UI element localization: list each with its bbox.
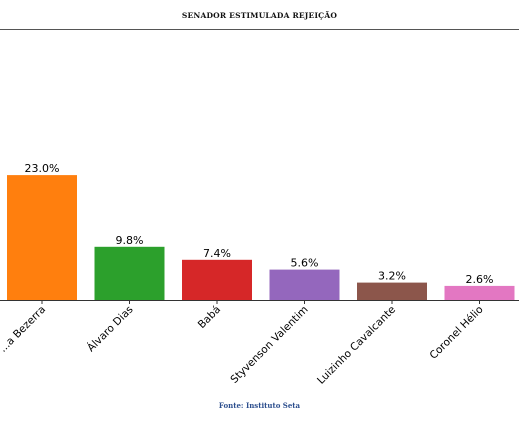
value-label-2: 7.4% <box>203 247 231 260</box>
x-tick-label-5: Coronel Hélio <box>427 304 485 362</box>
bar-1 <box>94 246 165 300</box>
value-label-4: 3.2% <box>378 270 406 283</box>
value-label-0: 23.0% <box>25 162 60 175</box>
bar-4 <box>357 282 427 300</box>
bar-5 <box>444 285 515 300</box>
page-title: SENADOR ESTIMULADA REJEIÇÃO <box>181 11 338 20</box>
bar-3 <box>269 269 340 300</box>
source-note: Fonte: Instituto Seta <box>218 401 301 410</box>
value-label-1: 9.8% <box>116 234 144 247</box>
value-label-3: 5.6% <box>291 257 319 270</box>
x-tick-label-0: ...a Bezerra <box>0 304 48 355</box>
value-label-5: 2.6% <box>466 273 494 286</box>
bar-0 <box>7 175 77 300</box>
x-tick-label-1: Álvaro Dias <box>84 303 135 354</box>
title-divider <box>0 29 519 30</box>
x-tick-label-3: Styvenson Valentim <box>228 304 310 386</box>
bar-2 <box>182 259 252 300</box>
x-tick-label-4: Luizinho Cavalcante <box>315 304 398 387</box>
x-tick-label-2: Babá <box>196 304 223 331</box>
